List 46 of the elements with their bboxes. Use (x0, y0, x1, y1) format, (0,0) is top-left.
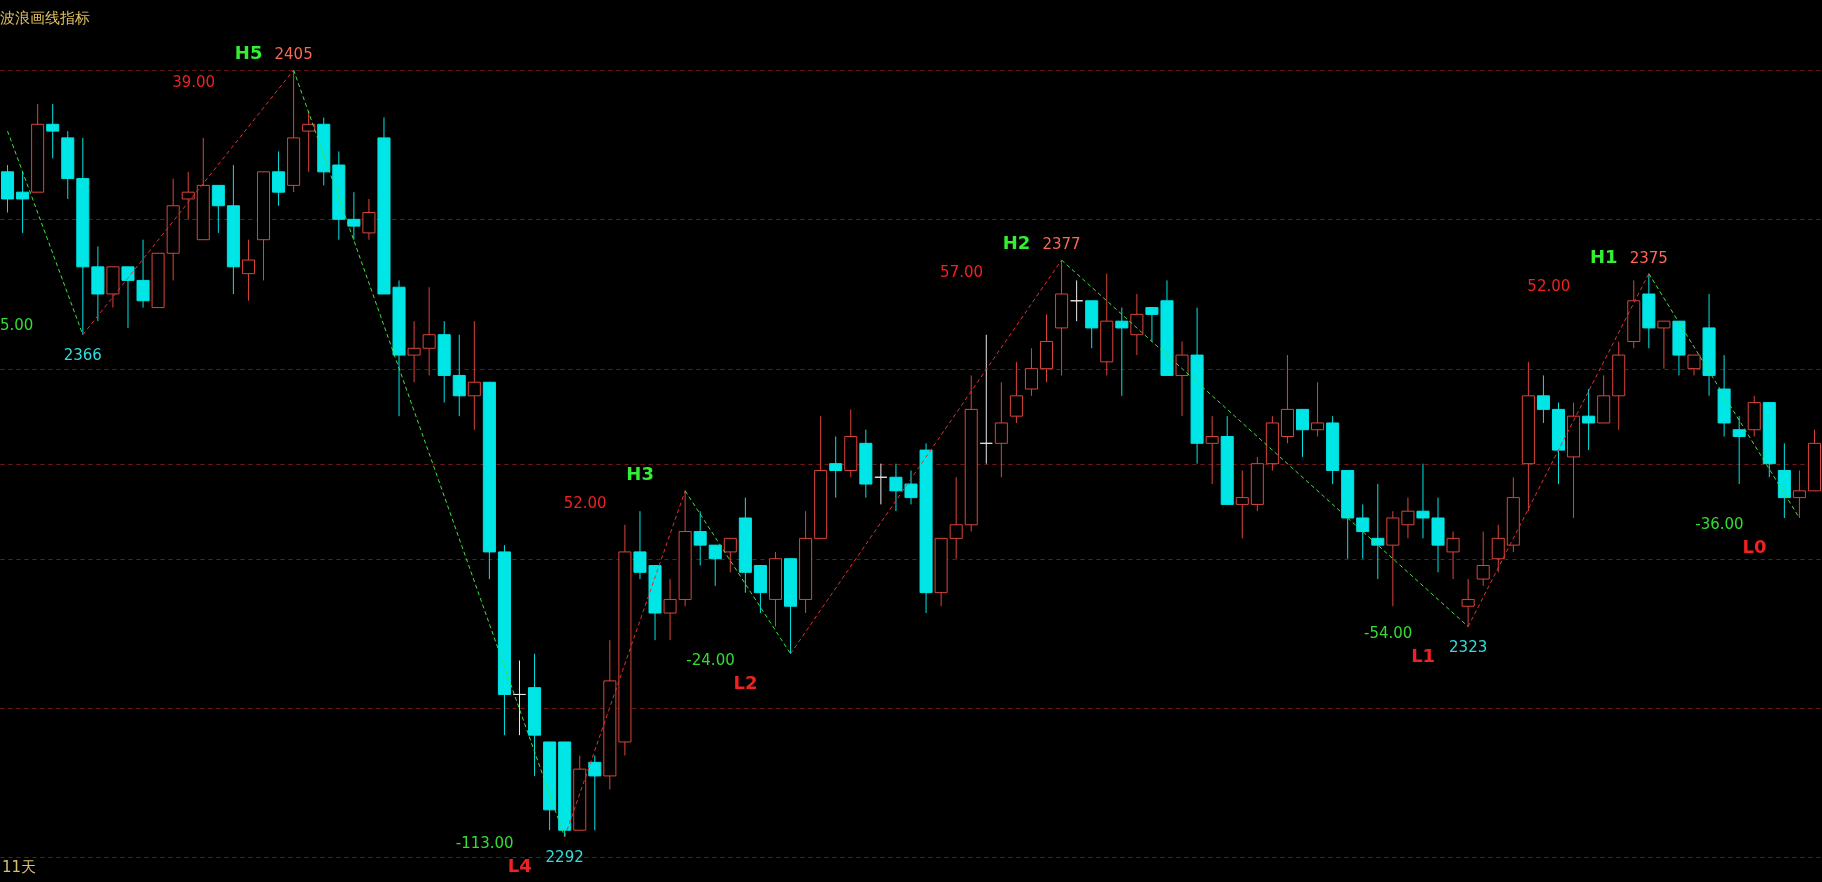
candlestick (829, 436, 843, 499)
annotation: -24.00 (686, 650, 735, 669)
text: 11天 (2, 858, 37, 876)
data-label: 2405 (274, 45, 313, 63)
candlestick (272, 150, 286, 207)
candlestick (181, 171, 195, 220)
annotation: 52.00 (1527, 276, 1571, 295)
chart-title: 波浪画线指标 (0, 9, 90, 27)
candlestick (241, 239, 255, 302)
annotation: L2 (733, 671, 758, 693)
candlestick (1491, 524, 1505, 573)
text: H5 (234, 42, 263, 63)
candlestick (1024, 347, 1038, 397)
text: L4 (507, 855, 532, 876)
data-label: 2375 (1629, 248, 1668, 267)
candlestick (467, 320, 481, 431)
annotation: -54.00 (1363, 623, 1413, 642)
annotation: -113.00 (455, 834, 514, 852)
annotation: -36.00 (1695, 514, 1744, 533)
annotation: H2 (1002, 232, 1031, 254)
annotation: 52.00 (563, 493, 607, 512)
candlestick (994, 381, 1008, 478)
data-label: 2292 (545, 848, 584, 866)
candlestick (1009, 361, 1023, 424)
annotation: H3 (626, 462, 654, 484)
annotation: 5.00 (0, 315, 34, 334)
candlestick (512, 660, 527, 736)
candlestick (588, 755, 602, 831)
annotation: L0 (1742, 535, 1767, 557)
data-label: 2377 (1042, 235, 1081, 254)
candlestick (874, 463, 888, 505)
candlestick (979, 334, 993, 465)
annotation: 39.00 (172, 73, 216, 91)
candlestick (211, 184, 225, 234)
annotation: L1 (1411, 644, 1436, 666)
annotation: H1 (1590, 245, 1618, 267)
annotation: 57.00 (940, 263, 984, 282)
data-label: 2323 (1449, 637, 1488, 656)
candlestick (1536, 374, 1550, 424)
candlestick (347, 191, 361, 241)
candlestick (1582, 388, 1596, 451)
candlestick (949, 476, 963, 560)
candlestick (1476, 531, 1490, 587)
data-label: 2366 (63, 345, 102, 364)
candlestick (362, 198, 376, 241)
candlestick (452, 334, 466, 417)
